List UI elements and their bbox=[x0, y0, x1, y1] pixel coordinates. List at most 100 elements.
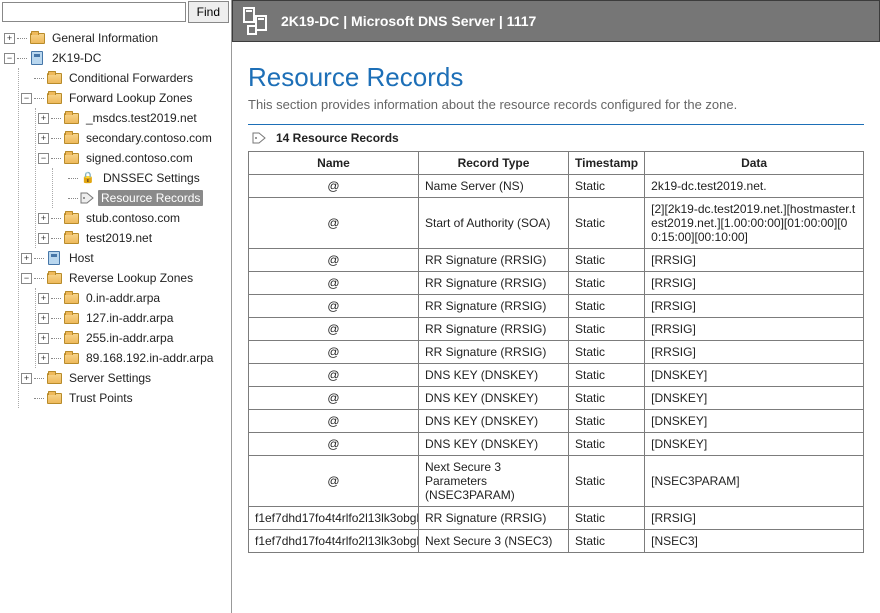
folder-icon bbox=[63, 311, 79, 325]
expand-toggle[interactable]: + bbox=[21, 253, 32, 264]
cell-timestamp: Static bbox=[569, 456, 645, 507]
tree-item-trust-points[interactable]: Trust Points bbox=[21, 388, 231, 408]
expand-toggle[interactable]: + bbox=[38, 133, 49, 144]
tree-label: test2019.net bbox=[83, 230, 155, 246]
table-row[interactable]: @Next Secure 3 Parameters (NSEC3PARAM)St… bbox=[249, 456, 864, 507]
folder-icon bbox=[46, 271, 62, 285]
cell-type: RR Signature (RRSIG) bbox=[419, 341, 569, 364]
app-root: Find + General Information − 2K19-DC bbox=[0, 0, 880, 613]
tree-item-host[interactable]: + Host bbox=[21, 248, 231, 268]
col-data[interactable]: Data bbox=[645, 152, 864, 175]
nav-tree: + General Information − 2K19-DC bbox=[0, 24, 231, 613]
cell-name: @ bbox=[249, 341, 419, 364]
tag-icon bbox=[80, 192, 94, 204]
tree-item-server-settings[interactable]: + Server Settings bbox=[21, 368, 231, 388]
page-title: Resource Records bbox=[248, 62, 864, 93]
tree-item-zone[interactable]: + test2019.net bbox=[38, 228, 231, 248]
search-bar: Find bbox=[0, 0, 231, 24]
cell-data: [2][2k19-dc.test2019.net.][hostmaster.te… bbox=[645, 198, 864, 249]
expand-toggle[interactable]: + bbox=[38, 213, 49, 224]
cell-type: DNS KEY (DNSKEY) bbox=[419, 387, 569, 410]
expand-toggle[interactable]: + bbox=[38, 333, 49, 344]
tree-item-zone[interactable]: + 255.in-addr.arpa bbox=[38, 328, 231, 348]
tree-item-resource-records[interactable]: Resource Records bbox=[55, 188, 231, 208]
cell-timestamp: Static bbox=[569, 507, 645, 530]
tree-item-zone[interactable]: + _msdcs.test2019.net bbox=[38, 108, 231, 128]
collapse-toggle[interactable]: − bbox=[38, 153, 49, 164]
tree-item-conditional-forwarders[interactable]: Conditional Forwarders bbox=[21, 68, 231, 88]
record-count-row: 14 Resource Records bbox=[248, 127, 864, 151]
table-row[interactable]: @RR Signature (RRSIG)Static[RRSIG] bbox=[249, 249, 864, 272]
cell-data: [RRSIG] bbox=[645, 341, 864, 364]
expand-toggle[interactable]: + bbox=[38, 313, 49, 324]
tree-item-zone[interactable]: + stub.contoso.com bbox=[38, 208, 231, 228]
collapse-toggle[interactable]: − bbox=[21, 273, 32, 284]
table-row[interactable]: @DNS KEY (DNSKEY)Static[DNSKEY] bbox=[249, 364, 864, 387]
tree-label: Conditional Forwarders bbox=[66, 70, 196, 86]
col-timestamp[interactable]: Timestamp bbox=[569, 152, 645, 175]
tree-item-server[interactable]: − 2K19-DC bbox=[4, 48, 231, 68]
table-row[interactable]: @DNS KEY (DNSKEY)Static[DNSKEY] bbox=[249, 410, 864, 433]
expand-toggle[interactable]: + bbox=[38, 233, 49, 244]
right-panel: 2K19-DC | Microsoft DNS Server | 1117 Re… bbox=[232, 0, 880, 613]
table-row[interactable]: @Name Server (NS)Static2k19-dc.test2019.… bbox=[249, 175, 864, 198]
cell-timestamp: Static bbox=[569, 198, 645, 249]
table-row[interactable]: f1ef7dhd17fo4t4rlfo2l13lk3obghrqNext Sec… bbox=[249, 530, 864, 553]
tree-item-zone[interactable]: + secondary.contoso.com bbox=[38, 128, 231, 148]
tree-item-zone[interactable]: + 89.168.192.in-addr.arpa bbox=[38, 348, 231, 368]
cell-timestamp: Static bbox=[569, 433, 645, 456]
tree-label: secondary.contoso.com bbox=[83, 130, 215, 146]
tree-item-dnssec-settings[interactable]: 🔒 DNSSEC Settings bbox=[55, 168, 231, 188]
cell-type: DNS KEY (DNSKEY) bbox=[419, 433, 569, 456]
tree-label: stub.contoso.com bbox=[83, 210, 183, 226]
table-row[interactable]: @RR Signature (RRSIG)Static[RRSIG] bbox=[249, 341, 864, 364]
tree-item-zone-signed[interactable]: − signed.contoso.com bbox=[38, 148, 231, 168]
search-input[interactable] bbox=[2, 2, 186, 22]
table-row[interactable]: @RR Signature (RRSIG)Static[RRSIG] bbox=[249, 318, 864, 341]
tree-item-zone[interactable]: + 127.in-addr.arpa bbox=[38, 308, 231, 328]
expand-toggle[interactable]: + bbox=[21, 373, 32, 384]
cell-data: 2k19-dc.test2019.net. bbox=[645, 175, 864, 198]
col-type[interactable]: Record Type bbox=[419, 152, 569, 175]
cell-type: DNS KEY (DNSKEY) bbox=[419, 364, 569, 387]
table-row[interactable]: @RR Signature (RRSIG)Static[RRSIG] bbox=[249, 295, 864, 318]
expand-toggle[interactable]: + bbox=[38, 293, 49, 304]
col-name[interactable]: Name bbox=[249, 152, 419, 175]
collapse-toggle[interactable]: − bbox=[21, 93, 32, 104]
tree-label: Server Settings bbox=[66, 370, 154, 386]
cell-timestamp: Static bbox=[569, 410, 645, 433]
cell-data: [DNSKEY] bbox=[645, 364, 864, 387]
cell-type: RR Signature (RRSIG) bbox=[419, 507, 569, 530]
find-button[interactable]: Find bbox=[188, 1, 229, 23]
table-row[interactable]: @Start of Authority (SOA)Static[2][2k19-… bbox=[249, 198, 864, 249]
folder-icon bbox=[46, 371, 62, 385]
cell-type: RR Signature (RRSIG) bbox=[419, 272, 569, 295]
expand-toggle[interactable]: + bbox=[38, 113, 49, 124]
cell-type: RR Signature (RRSIG) bbox=[419, 295, 569, 318]
table-row[interactable]: f1ef7dhd17fo4t4rlfo2l13lk3obghrqRR Signa… bbox=[249, 507, 864, 530]
expand-toggle[interactable]: + bbox=[38, 353, 49, 364]
cell-type: Next Secure 3 Parameters (NSEC3PARAM) bbox=[419, 456, 569, 507]
tree-item-general-info[interactable]: + General Information bbox=[4, 28, 231, 48]
cell-data: [DNSKEY] bbox=[645, 410, 864, 433]
folder-icon bbox=[63, 131, 79, 145]
server-icon bbox=[46, 251, 62, 265]
tree-item-forward-lookup-zones[interactable]: − Forward Lookup Zones bbox=[21, 88, 231, 108]
cell-data: [DNSKEY] bbox=[645, 387, 864, 410]
tree-item-zone[interactable]: + 0.in-addr.arpa bbox=[38, 288, 231, 308]
cell-timestamp: Static bbox=[569, 175, 645, 198]
table-row[interactable]: @RR Signature (RRSIG)Static[RRSIG] bbox=[249, 272, 864, 295]
folder-icon bbox=[63, 151, 79, 165]
cell-name: @ bbox=[249, 318, 419, 341]
expand-toggle[interactable]: + bbox=[4, 33, 15, 44]
tree-label: Reverse Lookup Zones bbox=[66, 270, 196, 286]
cell-data: [DNSKEY] bbox=[645, 433, 864, 456]
tree-item-reverse-lookup-zones[interactable]: − Reverse Lookup Zones bbox=[21, 268, 231, 288]
folder-icon bbox=[46, 91, 62, 105]
cell-name: @ bbox=[249, 272, 419, 295]
tree-label: 0.in-addr.arpa bbox=[83, 290, 163, 306]
table-row[interactable]: @DNS KEY (DNSKEY)Static[DNSKEY] bbox=[249, 433, 864, 456]
table-row[interactable]: @DNS KEY (DNSKEY)Static[DNSKEY] bbox=[249, 387, 864, 410]
cell-name: @ bbox=[249, 198, 419, 249]
collapse-toggle[interactable]: − bbox=[4, 53, 15, 64]
